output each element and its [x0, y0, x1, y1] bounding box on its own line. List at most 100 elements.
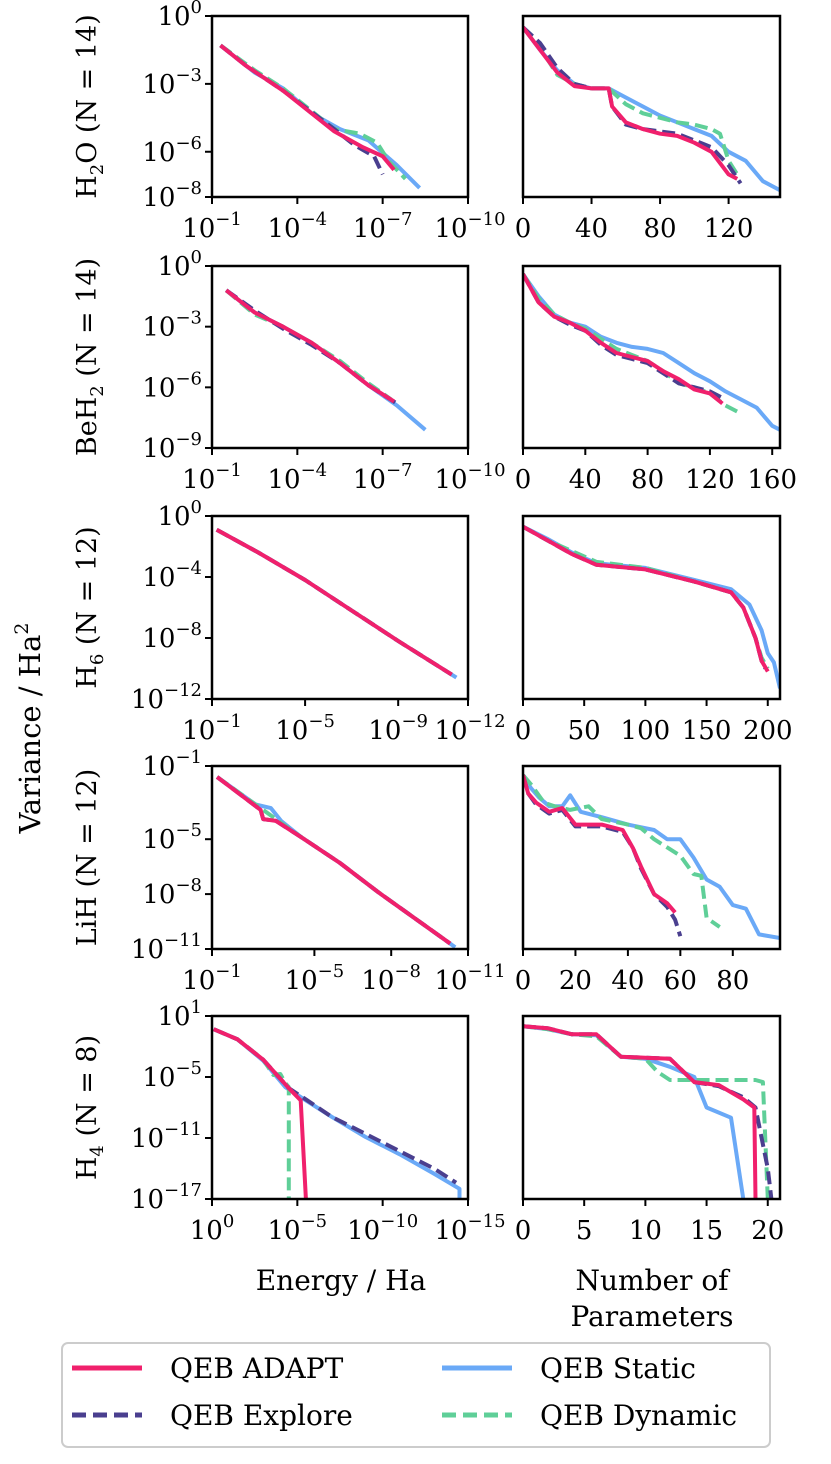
x-tick-label: 80 — [644, 214, 677, 244]
series-qeb-adapt — [215, 775, 452, 946]
x-tick-label: 200 — [743, 716, 793, 746]
y-tick-label: 10−6 — [142, 133, 202, 168]
series-group — [523, 25, 780, 192]
x-tick-label: 10−8 — [361, 961, 421, 996]
y-tick-label: 100 — [157, 497, 202, 532]
x-tick-label: 20 — [751, 1216, 784, 1246]
y-tick-label: 10−3 — [142, 65, 202, 100]
panel-h4-params: 0 5 10 15 20 — [515, 1014, 784, 1246]
x-tick-label: 0 — [515, 716, 532, 746]
y-tick-label: 10−8 — [142, 875, 202, 910]
x-tick-label: 10−5 — [275, 711, 335, 746]
x-tick-label: 0 — [515, 1216, 532, 1246]
y-tick-label: 10−9 — [142, 429, 202, 464]
legend-item-qeb-explore: QEB Explore — [72, 1399, 353, 1432]
y-tick-label: 10−8 — [142, 619, 202, 654]
x-tick-label: 10−1 — [182, 209, 242, 244]
series-qeb-explore — [523, 273, 727, 402]
series-qeb-dynamic — [212, 1027, 291, 1199]
axes-frame — [210, 1014, 470, 1201]
energy-xlabel: Energy / Ha — [256, 1264, 427, 1297]
panel-lih-params: 0 20 40 60 80 — [515, 764, 782, 996]
x-tick-label: 10−5 — [268, 1211, 328, 1246]
legend-item-qeb-static: QEB Static — [442, 1352, 696, 1385]
y-tick-label: 10−8 — [142, 178, 202, 213]
x-tick-label: 10−4 — [268, 209, 328, 244]
x-tick-label: 10−5 — [285, 961, 345, 996]
y-tick-label: 10−4 — [142, 558, 202, 593]
y-tick-label: 10−17 — [131, 1180, 202, 1215]
legend-item-qeb-adapt: QEB ADAPT — [72, 1352, 344, 1385]
panel-beh2-energy: 10−1 10−4 10−7 10−10 100 10−3 10−6 10−9 BeH2 (N … — [72, 247, 506, 495]
series-group — [523, 524, 780, 689]
y-tick-label: 101 — [157, 997, 202, 1032]
x-tick-label: 0 — [515, 214, 532, 244]
series-qeb-adapt — [523, 1024, 758, 1199]
panel-h6-params: 0 50 100 150 200 — [515, 514, 793, 746]
y-tick-label: 10−12 — [131, 680, 202, 715]
panel-h2o-energy: 10−1 10−4 10−7 10−10 100 10−3 10−6 10−8 H2O (N =… — [72, 0, 506, 244]
legend-label-dynamic: QEB Dynamic — [540, 1399, 737, 1432]
x-tick-label: 50 — [568, 716, 601, 746]
x-tick-label: 160 — [747, 465, 797, 495]
series-qeb-static — [212, 1027, 462, 1199]
series-group — [219, 43, 422, 190]
series-qeb-dynamic — [523, 1024, 770, 1199]
x-tick-label: 100 — [621, 716, 671, 746]
axes-frame — [521, 14, 782, 199]
legend: QEB ADAPT QEB Static QEB Explore QEB Dyn… — [61, 1342, 771, 1448]
axes-frame — [521, 1014, 782, 1201]
series-qeb-explore — [523, 774, 683, 937]
axes-frame — [210, 14, 470, 199]
legend-item-qeb-dynamic: QEB Dynamic — [442, 1399, 737, 1432]
shared-ylabel: Variance / Ha2 — [11, 623, 47, 835]
series-qeb-adapt — [215, 527, 453, 677]
series-group — [215, 527, 458, 680]
x-tick-label: 40 — [569, 465, 602, 495]
y-tick-label: 10−3 — [142, 308, 202, 343]
series-group — [523, 1024, 774, 1199]
panel-beh2-params: 0 40 80 120 160 — [515, 264, 797, 495]
x-tick-label: 5 — [576, 1216, 593, 1246]
series-qeb-static — [523, 1024, 746, 1199]
legend-label-adapt: QEB ADAPT — [170, 1352, 344, 1385]
y-tick-label: 10−1 — [142, 747, 202, 782]
x-tick-label: 10−1 — [182, 460, 242, 495]
x-tick-label: 10−7 — [353, 209, 413, 244]
legend-label-static: QEB Static — [540, 1352, 696, 1385]
series-group — [523, 272, 780, 432]
series-qeb-explore — [523, 25, 743, 185]
series-group — [523, 773, 780, 940]
panel-h2o-params: 0 40 80 120 — [515, 14, 782, 244]
x-tick-label: 10−1 — [182, 961, 242, 996]
y-tick-label: 10−11 — [131, 930, 202, 965]
series-qeb-static — [523, 272, 780, 432]
molecule-label: BeH2 (N = 14) — [72, 258, 108, 456]
legend-frame — [61, 1342, 771, 1448]
series-qeb-adapt — [523, 273, 724, 406]
x-tick-label: 0 — [515, 465, 532, 495]
x-tick-label: 20 — [559, 966, 592, 996]
series-qeb-static — [523, 774, 780, 940]
x-tick-label: 10−1 — [182, 711, 242, 746]
series-group — [224, 288, 427, 432]
molecule-label: H4 (N = 8) — [72, 1035, 108, 1180]
x-tick-label: 10−10 — [434, 460, 505, 495]
series-qeb-adapt — [219, 43, 396, 172]
axes-frame — [210, 764, 470, 951]
params-xlabel-line2: Parameters — [570, 1300, 733, 1333]
x-tick-label: 120 — [704, 214, 754, 244]
series-qeb-dynamic — [523, 773, 721, 929]
x-tick-label: 10−10 — [347, 1211, 418, 1246]
molecule-label: LiH (N = 12) — [72, 769, 103, 947]
series-qeb-adapt — [224, 288, 396, 404]
y-tick-label: 10−11 — [131, 1119, 202, 1154]
series-qeb-adapt — [212, 1027, 308, 1199]
y-tick-label: 100 — [157, 247, 202, 282]
molecule-label: H2O (N = 14) — [72, 14, 108, 199]
series-qeb-adapt — [523, 26, 739, 181]
y-tick-label: 10−5 — [142, 820, 202, 855]
legend-label-explore: QEB Explore — [170, 1399, 353, 1432]
